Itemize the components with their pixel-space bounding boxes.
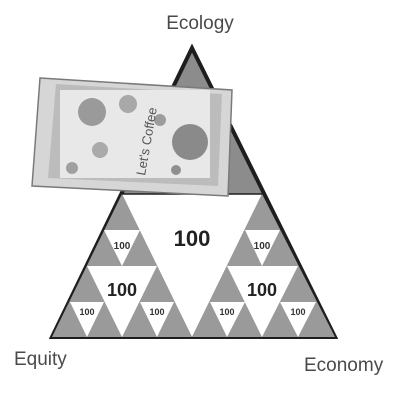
small-value-4: 100	[149, 307, 164, 317]
small-value-1: 100	[114, 241, 131, 252]
right-bl-white	[210, 302, 245, 337]
small-value-3: 100	[79, 307, 94, 317]
mid-right-value: 100	[247, 280, 277, 300]
economy-label: Economy	[304, 355, 384, 376]
left-br-white	[140, 302, 174, 337]
small-value-5: 100	[219, 307, 234, 317]
right-subtriangle	[192, 194, 335, 337]
right-mid-white	[227, 266, 298, 337]
small-value-2: 100	[254, 241, 271, 252]
left-mid-white	[87, 266, 157, 337]
right-br-white	[280, 302, 316, 337]
equity-label: Equity	[14, 349, 67, 370]
ecology-label: Ecology	[166, 13, 234, 34]
mid-left-value: 100	[107, 280, 137, 300]
center-value: 100	[174, 226, 211, 251]
left-top-white	[104, 230, 140, 266]
right-top-white	[245, 230, 280, 266]
center-white-triangle	[122, 194, 262, 337]
left-bl-white	[70, 302, 104, 337]
small-value-6: 100	[290, 307, 305, 317]
coffee-cup-image: Let's Coffee	[31, 77, 233, 197]
